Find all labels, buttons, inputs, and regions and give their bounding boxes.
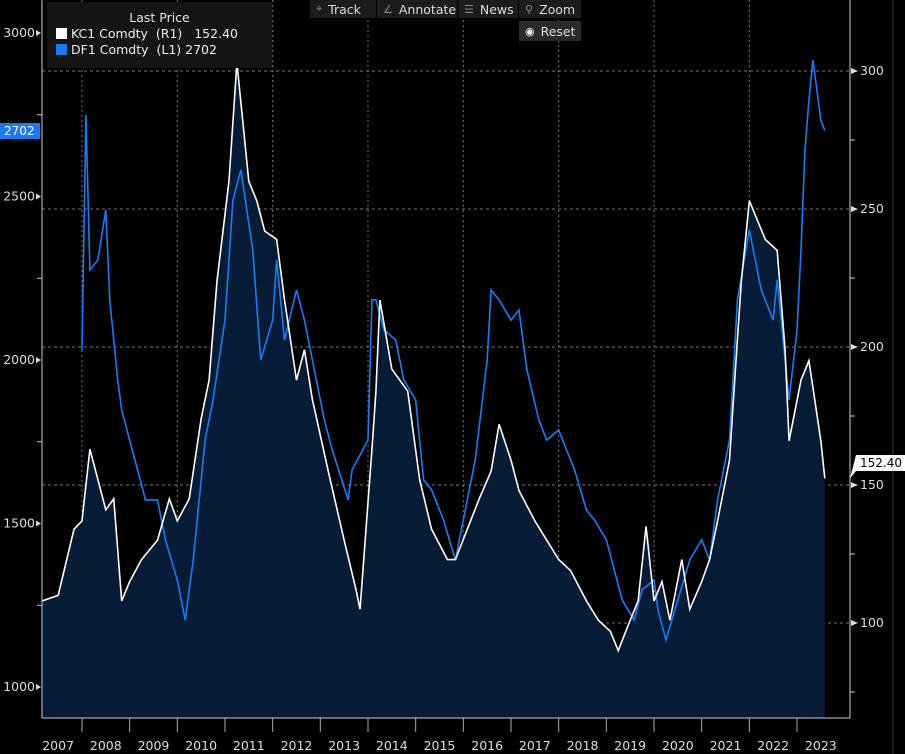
- x-tick-label: 2011: [233, 738, 265, 753]
- right-tick: [851, 344, 858, 350]
- legend-axis: (R1): [155, 25, 183, 41]
- x-tick-label: 2019: [614, 738, 646, 753]
- left-last-price-tag: 2702: [0, 123, 40, 139]
- legend-item-df1[interactable]: DF1 Comdty (L1) 2702: [56, 41, 272, 57]
- x-tick-label: 2022: [757, 738, 789, 753]
- left-tick-label: 2000: [3, 352, 35, 367]
- left-tick-label: 1000: [3, 679, 35, 694]
- x-tick-label: 2010: [185, 738, 217, 753]
- track-button[interactable]: ⌖ Track: [310, 0, 376, 18]
- kc1-line: [41, 62, 826, 653]
- radio-icon: ◉: [525, 24, 535, 38]
- news-button[interactable]: ☰ News: [458, 0, 518, 18]
- x-tick-label: 2017: [519, 738, 551, 753]
- x-tick-label: 2021: [710, 738, 742, 753]
- pencil-icon: ∠: [383, 2, 393, 16]
- reset-button[interactable]: ◉ Reset: [519, 21, 581, 41]
- x-tick-label: 2014: [376, 738, 408, 753]
- zoom-label: Zoom: [539, 1, 576, 17]
- right-tick: [851, 68, 858, 74]
- left-tick: [36, 30, 41, 36]
- right-last-price-tag: 152.40: [856, 455, 905, 471]
- right-tag-pointer: [850, 455, 856, 479]
- x-tick-label: 2012: [281, 738, 313, 753]
- legend-swatch-blue: [56, 43, 67, 55]
- legend-item-kc1[interactable]: KC1 Comdty (R1) 152.40: [56, 25, 272, 41]
- legend-value: 2702: [185, 41, 217, 57]
- x-tick-label: 2013: [328, 738, 360, 753]
- left-tick-label: 2500: [3, 189, 35, 204]
- legend-title: Last Price: [129, 10, 190, 25]
- x-tick-label: 2020: [662, 738, 694, 753]
- right-tick: [851, 206, 858, 212]
- legend: Last Price KC1 Comdty (R1) 152.40 DF1 Co…: [47, 2, 272, 68]
- news-label: News: [479, 1, 514, 17]
- track-label: Track: [328, 1, 361, 17]
- right-tick: [851, 620, 858, 626]
- x-tick-label: 2015: [424, 738, 456, 753]
- x-tick-label: 2007: [42, 738, 74, 753]
- annotate-label: Annotate: [398, 1, 457, 17]
- kc1-area-fill: [42, 62, 825, 719]
- right-tick: [851, 482, 858, 488]
- right-tick-label: 250: [860, 201, 884, 216]
- x-tick-label: 2023: [805, 738, 837, 753]
- x-tick-label: 2018: [567, 738, 599, 753]
- right-tick-label: 300: [860, 63, 884, 78]
- legend-axis: (L1): [156, 41, 182, 57]
- annotate-button[interactable]: ∠ Annotate: [377, 0, 457, 18]
- left-tick: [36, 684, 41, 690]
- x-tick-label: 2008: [90, 738, 122, 753]
- left-tick: [36, 357, 41, 363]
- zoom-button[interactable]: ⚲ Zoom: [519, 0, 581, 18]
- left-tick: [36, 520, 41, 527]
- x-tick-label: 2016: [471, 738, 503, 753]
- right-tick-label: 200: [860, 339, 884, 354]
- legend-ticker: KC1 Comdty: [71, 25, 148, 41]
- left-tick-label: 3000: [3, 25, 35, 40]
- right-tick-label: 150: [860, 477, 884, 492]
- legend-value: 152.40: [194, 25, 238, 41]
- list-icon: ☰: [464, 2, 474, 16]
- left-tick: [36, 193, 41, 200]
- legend-swatch-white: [56, 27, 67, 39]
- reset-label: Reset: [540, 23, 576, 39]
- legend-ticker: DF1 Comdty: [71, 41, 149, 57]
- crosshair-icon: ⌖: [316, 2, 323, 15]
- right-tick-label: 100: [860, 615, 884, 630]
- magnifier-icon: ⚲: [525, 2, 534, 16]
- left-tick-label: 1500: [3, 516, 35, 531]
- x-tick-label: 2009: [138, 738, 170, 753]
